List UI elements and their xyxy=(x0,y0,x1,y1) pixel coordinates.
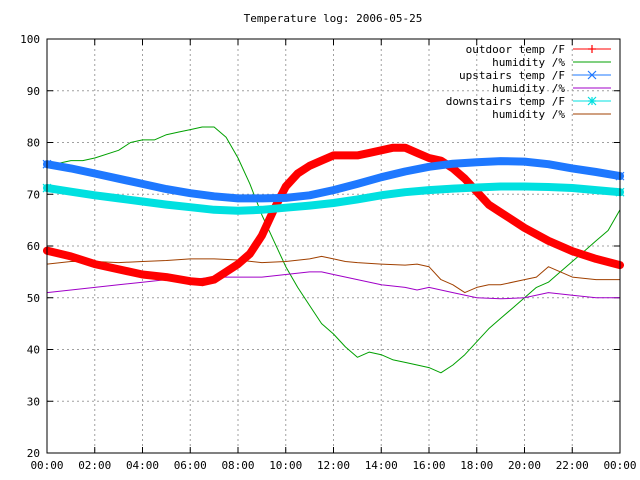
series-path xyxy=(46,271,621,300)
legend-label: upstairs temp /F xyxy=(459,69,565,82)
legend-label: humidity /% xyxy=(492,56,565,69)
grid-lines xyxy=(46,38,621,454)
x-tick-label: 10:00 xyxy=(269,459,302,472)
point-marker xyxy=(588,45,596,53)
series-line-3 xyxy=(46,271,621,300)
y-tick-label: 30 xyxy=(27,395,40,408)
y-tick-label: 90 xyxy=(27,85,40,98)
series-path xyxy=(46,255,621,294)
series-group xyxy=(42,126,625,374)
y-tick-labels: 20 30 40 50 60 70 80 90 100 xyxy=(20,33,40,460)
x-tick-label: 14:00 xyxy=(365,459,398,472)
series-path xyxy=(46,126,621,374)
legend-label: humidity /% xyxy=(492,108,565,121)
x-tick-label: 04:00 xyxy=(126,459,159,472)
point-marker xyxy=(587,96,597,106)
legend-label: downstairs temp /F xyxy=(446,95,565,108)
x-tick-label: 20:00 xyxy=(508,459,541,472)
x-tick-label: 00:00 xyxy=(603,459,636,472)
point-marker xyxy=(587,70,597,80)
x-tick-labels: 00:00 02:00 04:00 06:00 08:00 10:00 12:00 14:00… xyxy=(30,459,636,472)
y-tick-label: 100 xyxy=(20,33,40,46)
x-tick-label: 12:00 xyxy=(317,459,350,472)
legend-marker xyxy=(588,45,596,53)
chart-title: Temperature log: 2006-05-25 xyxy=(244,12,423,25)
legend-marker xyxy=(587,96,597,106)
series-path xyxy=(43,157,624,203)
y-tick-label: 70 xyxy=(27,188,40,201)
x-tick-label: 16:00 xyxy=(412,459,445,472)
x-tick-label: 02:00 xyxy=(78,459,111,472)
x-tick-label: 18:00 xyxy=(460,459,493,472)
x-tick-label: 22:00 xyxy=(556,459,589,472)
y-tick-label: 40 xyxy=(27,344,40,357)
series-line-5 xyxy=(46,255,621,294)
x-tick-label: 00:00 xyxy=(30,459,63,472)
y-tick-label: 80 xyxy=(27,137,40,150)
series-line-1 xyxy=(46,126,621,374)
legend-marker xyxy=(587,70,597,80)
series-path xyxy=(43,143,624,287)
plot-frame xyxy=(46,38,621,454)
x-tick-label: 06:00 xyxy=(174,459,207,472)
y-tick-label: 60 xyxy=(27,240,40,253)
legend-label: humidity /% xyxy=(492,82,565,95)
y-tick-label: 20 xyxy=(27,447,40,460)
series-path xyxy=(43,182,624,215)
legend-label: outdoor temp /F xyxy=(466,43,565,56)
x-tick-label: 08:00 xyxy=(221,459,254,472)
y-tick-label: 50 xyxy=(27,292,40,305)
